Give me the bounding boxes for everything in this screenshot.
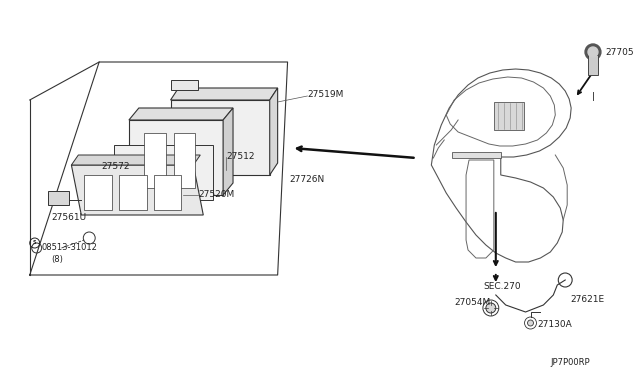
Text: 27519M: 27519M [307,90,344,99]
Bar [47,191,69,205]
Polygon shape [452,152,500,158]
Bar [84,175,112,210]
Polygon shape [129,108,233,120]
Text: 27621E: 27621E [570,295,604,304]
Polygon shape [170,88,278,100]
Bar [173,133,195,188]
Text: 27705: 27705 [605,48,634,57]
Bar [588,55,598,75]
Circle shape [486,303,496,313]
Text: S: S [33,240,36,244]
Text: 08513-31012: 08513-31012 [42,243,97,252]
Text: 27561U: 27561U [52,213,86,222]
Polygon shape [494,102,524,130]
Polygon shape [129,120,223,195]
Polygon shape [223,108,233,195]
Bar [119,175,147,210]
Polygon shape [114,145,213,200]
Text: 27054M: 27054M [454,298,490,307]
Text: JP7P00RP: JP7P00RP [550,358,590,367]
Polygon shape [170,80,198,90]
Text: 27130A: 27130A [538,320,572,329]
Text: 27520M: 27520M [198,190,235,199]
Text: SEC.270: SEC.270 [483,282,520,291]
Bar [144,133,166,188]
Circle shape [585,44,601,60]
Polygon shape [170,100,269,175]
Polygon shape [72,165,204,215]
Polygon shape [269,88,278,175]
Polygon shape [72,155,200,165]
Text: 27572: 27572 [101,162,130,171]
Text: 27726N: 27726N [289,175,324,184]
Circle shape [527,320,534,326]
Circle shape [588,47,598,57]
Bar [154,175,182,210]
Text: (8): (8) [52,255,63,264]
Text: 27512: 27512 [226,152,255,161]
